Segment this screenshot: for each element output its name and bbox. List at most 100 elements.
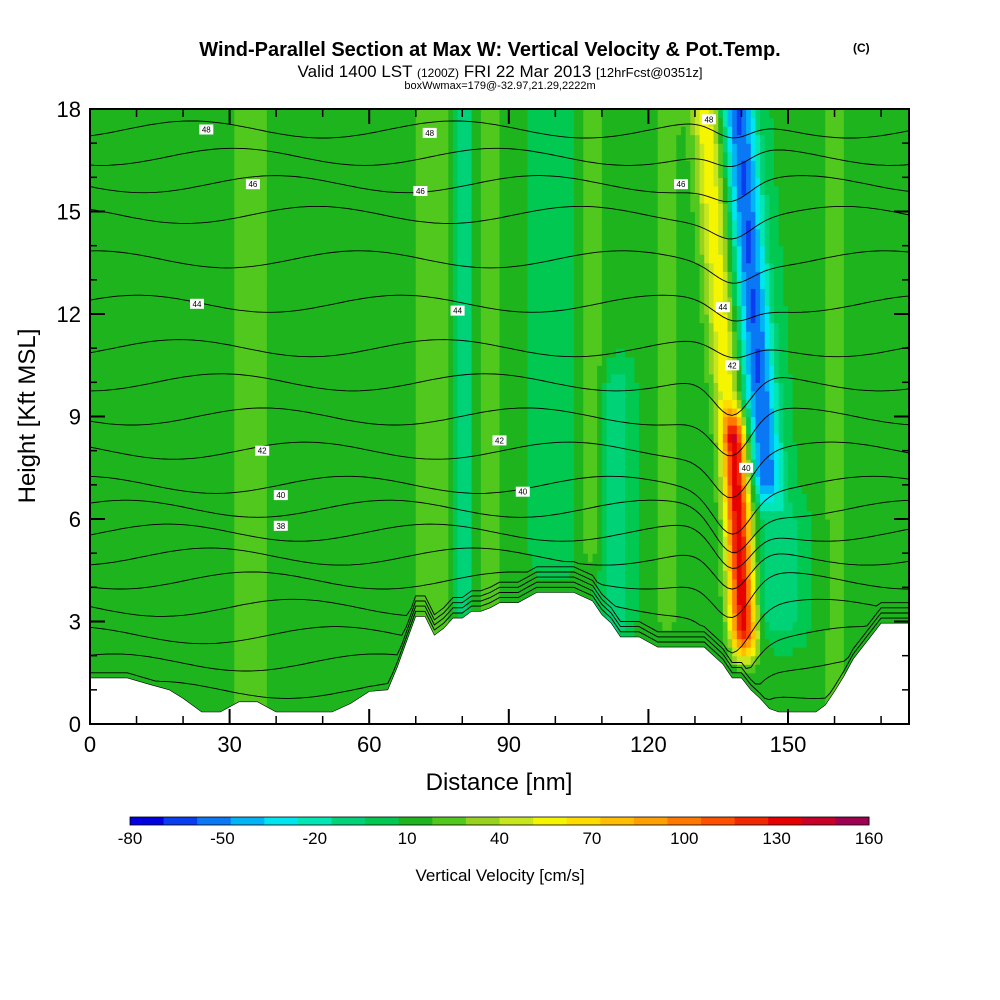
velocity-cell — [197, 365, 203, 375]
velocity-cell — [197, 237, 203, 247]
velocity-cell — [169, 587, 175, 597]
velocity-cell — [215, 373, 221, 383]
velocity-cell — [210, 553, 217, 563]
velocity-cell — [378, 134, 384, 144]
velocity-cell — [141, 595, 147, 606]
velocity-cell — [285, 194, 291, 204]
velocity-cell — [131, 510, 138, 520]
velocity-cell — [373, 544, 380, 554]
velocity-cell — [243, 510, 249, 520]
velocity-cell — [257, 339, 263, 349]
velocity-cell — [178, 655, 184, 665]
velocity-cell — [406, 536, 412, 546]
velocity-cell — [248, 245, 254, 255]
velocity-cell — [280, 425, 287, 435]
velocity-cell — [192, 143, 198, 153]
velocity-cell — [252, 587, 259, 597]
velocity-cell — [397, 604, 403, 614]
velocity-cell — [271, 245, 277, 255]
velocity-cell — [159, 442, 166, 452]
velocity-cell — [304, 296, 310, 307]
velocity-cell — [136, 151, 142, 161]
velocity-cell — [108, 399, 114, 409]
velocity-cell — [327, 561, 333, 571]
velocity-cell — [192, 501, 198, 512]
velocity-cell — [387, 612, 394, 623]
velocity-cell — [99, 331, 105, 341]
velocity-cell — [178, 143, 184, 153]
velocity-cell — [294, 262, 300, 272]
velocity-cell — [229, 211, 235, 221]
velocity-cell — [197, 109, 203, 119]
velocity-cell — [327, 245, 333, 255]
velocity-cell — [122, 314, 128, 324]
velocity-cell — [192, 536, 198, 546]
velocity-cell — [210, 672, 217, 682]
velocity-cell — [164, 177, 170, 187]
velocity-cell — [252, 202, 259, 213]
velocity-cell — [285, 126, 291, 136]
velocity-cell — [252, 612, 259, 623]
velocity-cell — [276, 570, 282, 580]
velocity-cell — [387, 390, 394, 401]
velocity-cell — [248, 467, 254, 477]
velocity-cell — [206, 151, 212, 161]
velocity-cell — [401, 143, 408, 153]
velocity-cell — [113, 305, 119, 315]
velocity-cell — [308, 160, 314, 170]
velocity-cell — [327, 467, 333, 477]
velocity-cell — [313, 348, 319, 358]
velocity-cell — [406, 390, 412, 401]
velocity-cell — [308, 245, 314, 255]
velocity-cell — [187, 433, 193, 443]
velocity-cell — [313, 185, 319, 196]
velocity-cell — [345, 117, 352, 127]
velocity-cell — [378, 570, 384, 580]
velocity-cell — [383, 442, 389, 452]
velocity-cell — [145, 279, 152, 289]
velocity-cell — [364, 194, 370, 204]
velocity-cell — [336, 262, 342, 272]
velocity-cell — [294, 177, 300, 187]
velocity-cell — [224, 536, 231, 546]
velocity-cell — [99, 134, 105, 144]
velocity-cell — [169, 271, 175, 281]
velocity-cell — [383, 279, 389, 289]
velocity-cell — [355, 117, 361, 127]
velocity-cell — [387, 621, 394, 631]
velocity-cell — [369, 314, 375, 324]
velocity-cell — [387, 484, 394, 494]
velocity-cell — [392, 442, 398, 452]
velocity-cell — [341, 305, 347, 315]
velocity-cell — [271, 467, 277, 477]
velocity-cell — [183, 510, 189, 520]
velocity-cell — [183, 245, 189, 255]
velocity-cell — [197, 655, 203, 665]
velocity-cell — [141, 194, 147, 204]
velocity-cell — [327, 595, 333, 606]
velocity-cell — [90, 314, 96, 324]
velocity-cell — [178, 339, 184, 349]
velocity-cell — [159, 220, 166, 230]
velocity-cell — [141, 442, 147, 452]
velocity-cell — [313, 493, 319, 503]
velocity-cell — [117, 254, 124, 264]
velocity-cell — [178, 202, 184, 213]
velocity-cell — [229, 604, 235, 614]
velocity-cell — [229, 305, 235, 315]
velocity-cell — [229, 433, 235, 443]
velocity-cell — [331, 237, 338, 247]
velocity-cell — [336, 425, 342, 435]
velocity-cell — [169, 672, 175, 682]
velocity-cell — [369, 510, 375, 520]
velocity-cell — [313, 143, 319, 153]
velocity-cell — [224, 314, 231, 324]
velocity-cell — [299, 339, 305, 349]
velocity-cell — [383, 570, 389, 580]
velocity-cell — [173, 279, 180, 289]
velocity-cell — [210, 305, 217, 315]
velocity-cell — [159, 331, 166, 341]
velocity-cell — [387, 664, 394, 674]
velocity-cell — [341, 245, 347, 255]
velocity-cell — [155, 339, 161, 349]
